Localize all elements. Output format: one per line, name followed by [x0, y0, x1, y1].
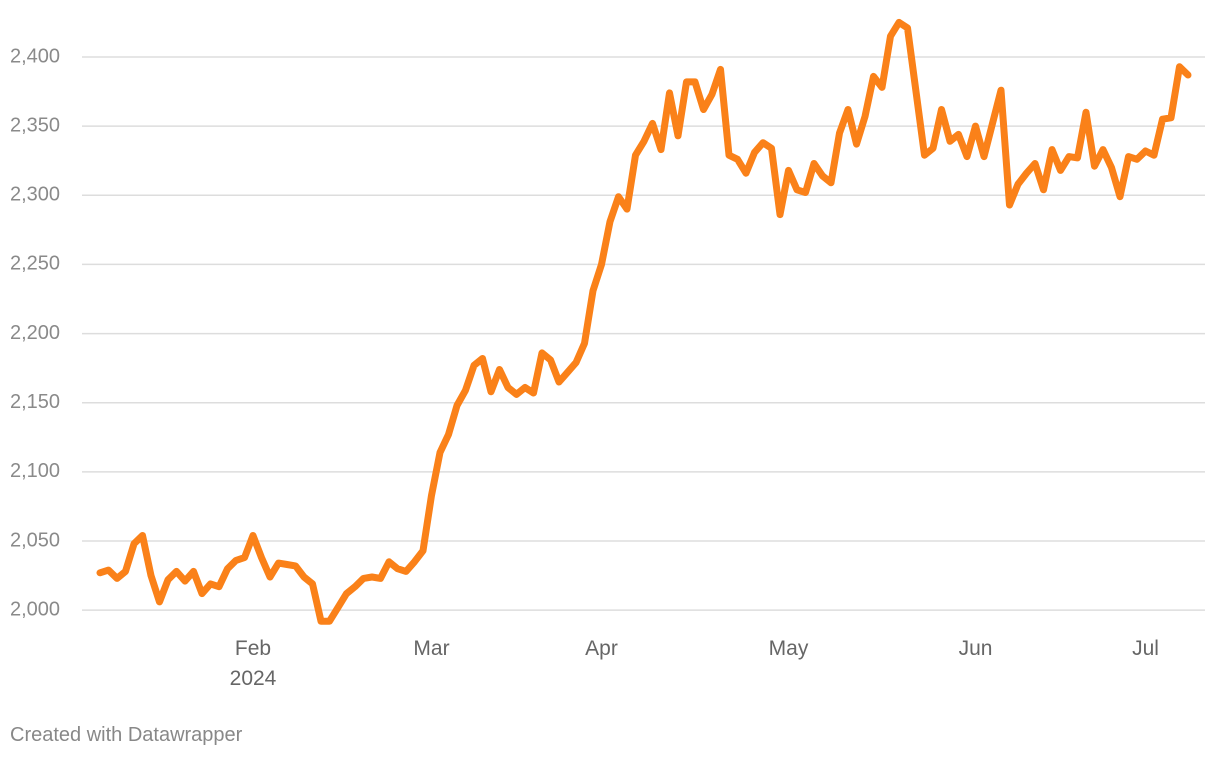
- x-tick-label: May: [768, 637, 809, 660]
- chart: 2,000 2,050 2,100 2,150 2,200 2,250 2,300 2,350…: [10, 18, 1205, 625]
- y-tick-label: 2,250: [10, 253, 60, 275]
- x-tick-label: Jun: [958, 637, 993, 660]
- y-tick-label: 2,300: [10, 184, 60, 206]
- x-tick-label: Feb 2024: [229, 637, 277, 690]
- x-tick-label: Apr: [585, 637, 618, 660]
- y-tick-label: 2,200: [10, 322, 60, 344]
- y-tick-label: 2,400: [10, 45, 60, 67]
- y-tick-label: 2,000: [10, 598, 60, 620]
- line: [96, 18, 1192, 625]
- y-tick-label: 2,100: [10, 460, 60, 482]
- y-tick-label: 2,350: [10, 114, 60, 136]
- y-tick-label: 2,050: [10, 529, 60, 551]
- x-tick-label: Mar: [413, 637, 450, 660]
- x-tick-label: Jul: [1132, 637, 1159, 660]
- credit: Created with Datawrapper: [10, 724, 243, 746]
- y-tick-label: 2,150: [10, 391, 60, 413]
